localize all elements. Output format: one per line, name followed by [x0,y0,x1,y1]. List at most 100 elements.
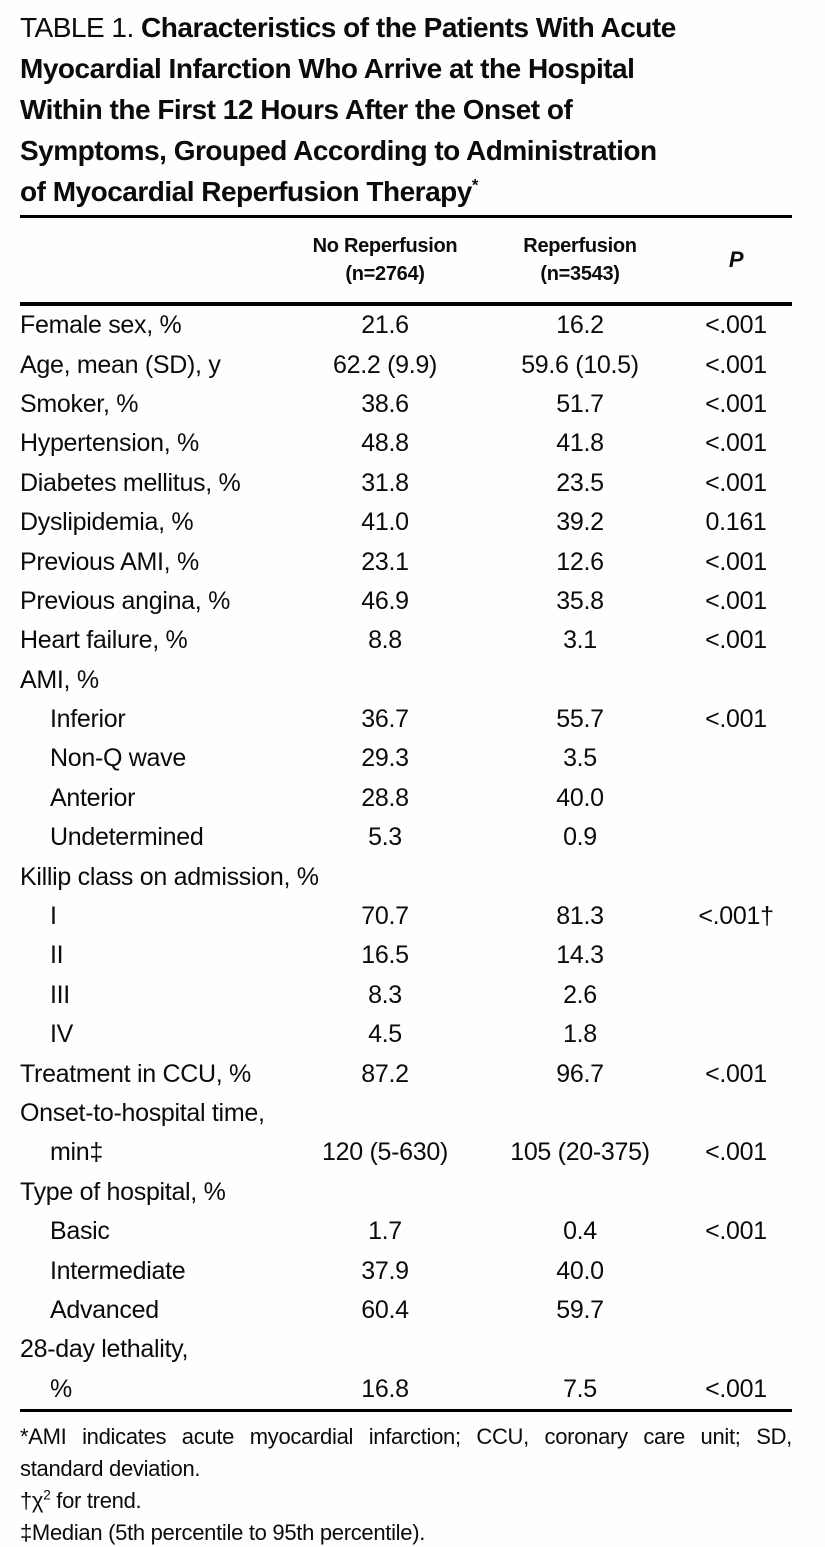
header-reperfusion-name: Reperfusion [523,235,637,257]
cell-p-value: <.001 [705,468,767,497]
cell-no-reperfusion: 46.9 [361,586,409,615]
row-label: Dyslipidemia, % [20,508,194,537]
row-label: Type of hospital, % [20,1177,226,1206]
row-label: Hypertension, % [20,429,199,458]
cell-no-reperfusion: 60.4 [361,1295,409,1324]
table-row: Killip class on admission, % [20,857,792,896]
cell-p-value: <.001 [705,586,767,615]
header-no-reperfusion-n: (n=2764) [345,263,425,285]
cell-p-value: <.001 [705,705,767,734]
cell-no-reperfusion: 29.3 [361,744,409,773]
table-title-line-2: Myocardial Infarction Who Arrive at the … [20,53,635,84]
cell-p-value: <.001 [705,626,767,655]
table-row: Onset-to-hospital time, [20,1094,792,1133]
cell-no-reperfusion: 48.8 [361,429,409,458]
cell-reperfusion: 59.6 (10.5) [521,350,639,379]
header-reperfusion-n: (n=3543) [540,263,620,285]
table-row: AMI, % [20,661,792,700]
cell-no-reperfusion: 70.7 [361,902,409,931]
cell-reperfusion: 59.7 [556,1295,604,1324]
table-number-label: TABLE 1. [20,12,134,43]
table-row: Intermediate 37.9 40.0 [20,1251,792,1290]
row-label: Inferior [50,705,126,734]
table-footnotes: *AMI indicates acute myocardial infarcti… [20,1421,792,1547]
header-reperfusion: Reperfusion (n=3543) [480,232,680,288]
header-no-reperfusion: No Reperfusion (n=2764) [290,232,480,288]
cell-no-reperfusion: 31.8 [361,468,409,497]
cell-no-reperfusion: 16.5 [361,941,409,970]
cell-no-reperfusion: 36.7 [361,705,409,734]
cell-no-reperfusion: 37.9 [361,1256,409,1285]
row-label: Smoker, % [20,389,139,418]
cell-reperfusion: 12.6 [556,547,604,576]
cell-p-value: <.001 [705,1059,767,1088]
cell-reperfusion: 39.2 [556,508,604,537]
cell-no-reperfusion: 38.6 [361,389,409,418]
table-row: Female sex, % 21.6 16.2 <.001 [20,306,792,345]
row-label: Advanced [50,1295,159,1324]
footnote-chi-square-post: for trend. [50,1487,142,1513]
header-rule [20,302,792,306]
cell-p-value: <.001 [705,1374,767,1403]
row-label: Non-Q wave [50,744,186,773]
table-title-line-5: of Myocardial Reperfusion Therapy* [20,171,805,212]
table-row: IV 4.5 1.8 [20,1015,792,1054]
row-label: min‡ [50,1138,103,1167]
title-asterisk-marker: * [471,175,479,195]
row-label: Female sex, % [20,311,182,340]
cell-p-value: <.001† [698,902,774,931]
cell-no-reperfusion: 16.8 [361,1374,409,1403]
cell-p-value: <.001 [705,547,767,576]
cell-p-value: 0.161 [705,508,767,537]
cell-no-reperfusion: 28.8 [361,783,409,812]
row-label: II [50,941,64,970]
cell-p-value: <.001 [705,429,767,458]
footnote-abbreviations-line-2: standard deviation. [20,1455,201,1481]
header-p-value: P [728,247,744,272]
table-row: Treatment in CCU, % 87.2 96.7 <.001 [20,1054,792,1093]
table-header-row: No Reperfusion (n=2764) Reperfusion (n=3… [20,218,792,302]
cell-no-reperfusion: 21.6 [361,311,409,340]
table-row: 28-day lethality, [20,1330,792,1369]
cell-reperfusion: 105 (20-375) [510,1138,650,1167]
cell-no-reperfusion: 62.2 (9.9) [332,350,437,379]
cell-reperfusion: 0.9 [563,823,597,852]
table-row: Inferior 36.7 55.7 <.001 [20,700,792,739]
table-row: Previous AMI, % 23.1 12.6 <.001 [20,542,792,581]
row-label: Basic [50,1217,110,1246]
row-label: Previous angina, % [20,586,231,615]
row-label: % [50,1374,72,1403]
table-title-line-1: TABLE 1. Characteristics of the Patients… [20,7,805,48]
cell-reperfusion: 81.3 [556,902,604,931]
cell-reperfusion: 1.8 [563,1020,597,1049]
cell-p-value: <.001 [705,1138,767,1167]
cell-reperfusion: 7.5 [563,1374,597,1403]
cell-no-reperfusion: 87.2 [361,1059,409,1088]
table-row: Age, mean (SD), y 62.2 (9.9) 59.6 (10.5)… [20,345,792,384]
row-label: Onset-to-hospital time, [20,1099,265,1127]
cell-reperfusion: 3.5 [563,744,597,773]
table-title-bold-part: Characteristics of the Patients With Acu… [141,12,676,43]
table-row: Smoker, % 38.6 51.7 <.001 [20,385,792,424]
cell-no-reperfusion: 41.0 [361,508,409,537]
bottom-rule [20,1408,792,1412]
cell-p-value: <.001 [705,311,767,340]
table-row: Heart failure, % 8.8 3.1 <.001 [20,621,792,660]
table-row: Undetermined 5.3 0.9 [20,818,792,857]
header-no-reperfusion-name: No Reperfusion [312,235,458,257]
cell-no-reperfusion: 5.3 [368,823,402,852]
table-row: III 8.3 2.6 [20,976,792,1015]
row-label: Killip class on admission, % [20,862,319,891]
cell-no-reperfusion: 8.8 [368,626,402,655]
row-label: Undetermined [50,823,204,852]
table-row: % 16.8 7.5 <.001 [20,1370,792,1409]
table-row: Basic 1.7 0.4 <.001 [20,1212,792,1251]
footnote-chi-square: †χ2 for trend. [20,1485,792,1517]
table-body: Female sex, % 21.6 16.2 <.001 Age, mean … [20,306,825,1409]
row-label: AMI, % [20,665,99,694]
footnote-chi-square-pre: †χ [20,1487,44,1513]
row-label: Heart failure, % [20,626,188,655]
cell-reperfusion: 40.0 [556,783,604,812]
cell-reperfusion: 35.8 [556,586,604,615]
